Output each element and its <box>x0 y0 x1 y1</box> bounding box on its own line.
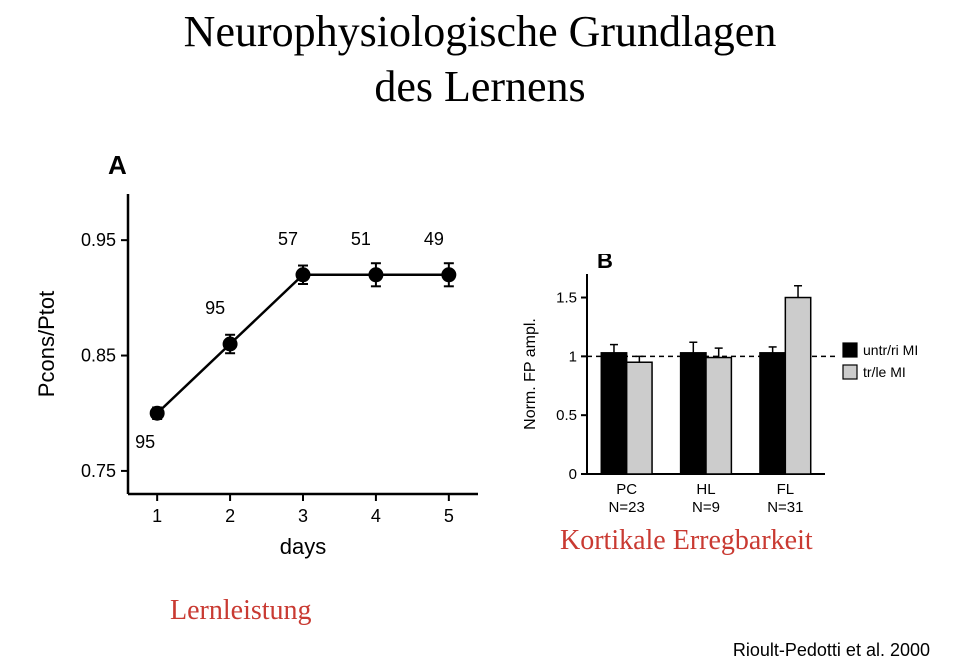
svg-text:Pcons/Ptot: Pcons/Ptot <box>34 291 59 397</box>
svg-text:1.5: 1.5 <box>556 290 577 307</box>
svg-text:0: 0 <box>569 466 577 483</box>
svg-text:4: 4 <box>371 506 381 526</box>
svg-text:PC: PC <box>616 481 637 498</box>
panel-a-svg: A 0.75 0.85 0.95 1 2 3 4 5 days Pcons/Ptot 95 95 57 51… <box>28 144 498 564</box>
svg-text:N=9: N=9 <box>692 499 720 516</box>
svg-text:0.5: 0.5 <box>556 407 577 424</box>
page-title: Neurophysiologische Grundlagen des Lerne… <box>0 0 960 114</box>
citation: Rioult-Pedotti et al. 2000 <box>733 640 930 661</box>
panel-b-svg: B 0 0.5 1 1.5 Norm. FP ampl. PCN=23 HLN=9 FLN=31… <box>515 254 935 534</box>
svg-text:1: 1 <box>152 506 162 526</box>
svg-text:95: 95 <box>135 432 155 452</box>
svg-text:FL: FL <box>777 481 795 498</box>
title-line2: des Lernens <box>374 62 585 111</box>
svg-text:5: 5 <box>444 506 454 526</box>
svg-text:N=31: N=31 <box>767 499 803 516</box>
svg-text:HL: HL <box>696 481 715 498</box>
svg-text:0.75: 0.75 <box>81 461 116 481</box>
svg-text:57: 57 <box>278 229 298 249</box>
svg-text:tr/le MI: tr/le MI <box>863 364 906 380</box>
svg-text:untr/ri MI: untr/ri MI <box>863 342 918 358</box>
svg-text:B: B <box>597 254 613 273</box>
svg-text:days: days <box>280 534 326 559</box>
svg-text:A: A <box>108 150 127 180</box>
svg-text:49: 49 <box>424 229 444 249</box>
caption-erregbarkeit: Kortikale Erregbarkeit <box>560 525 813 557</box>
title-line1: Neurophysiologische Grundlagen <box>184 7 777 56</box>
svg-text:0.95: 0.95 <box>81 230 116 250</box>
caption-lernleistung: Lernleistung <box>170 595 312 627</box>
panel-a: A 0.75 0.85 0.95 1 2 3 4 5 days Pcons/Ptot 95 95 57 51… <box>28 144 498 564</box>
svg-text:1: 1 <box>569 348 577 365</box>
svg-text:N=23: N=23 <box>609 499 645 516</box>
svg-text:Norm. FP ampl.: Norm. FP ampl. <box>522 318 539 430</box>
svg-text:95: 95 <box>205 298 225 318</box>
svg-text:51: 51 <box>351 229 371 249</box>
figure-area: A 0.75 0.85 0.95 1 2 3 4 5 days Pcons/Ptot 95 95 57 51… <box>0 144 960 584</box>
svg-text:0.85: 0.85 <box>81 346 116 366</box>
svg-text:3: 3 <box>298 506 308 526</box>
svg-text:2: 2 <box>225 506 235 526</box>
panel-b: B 0 0.5 1 1.5 Norm. FP ampl. PCN=23 HLN=9 FLN=31… <box>515 254 935 534</box>
